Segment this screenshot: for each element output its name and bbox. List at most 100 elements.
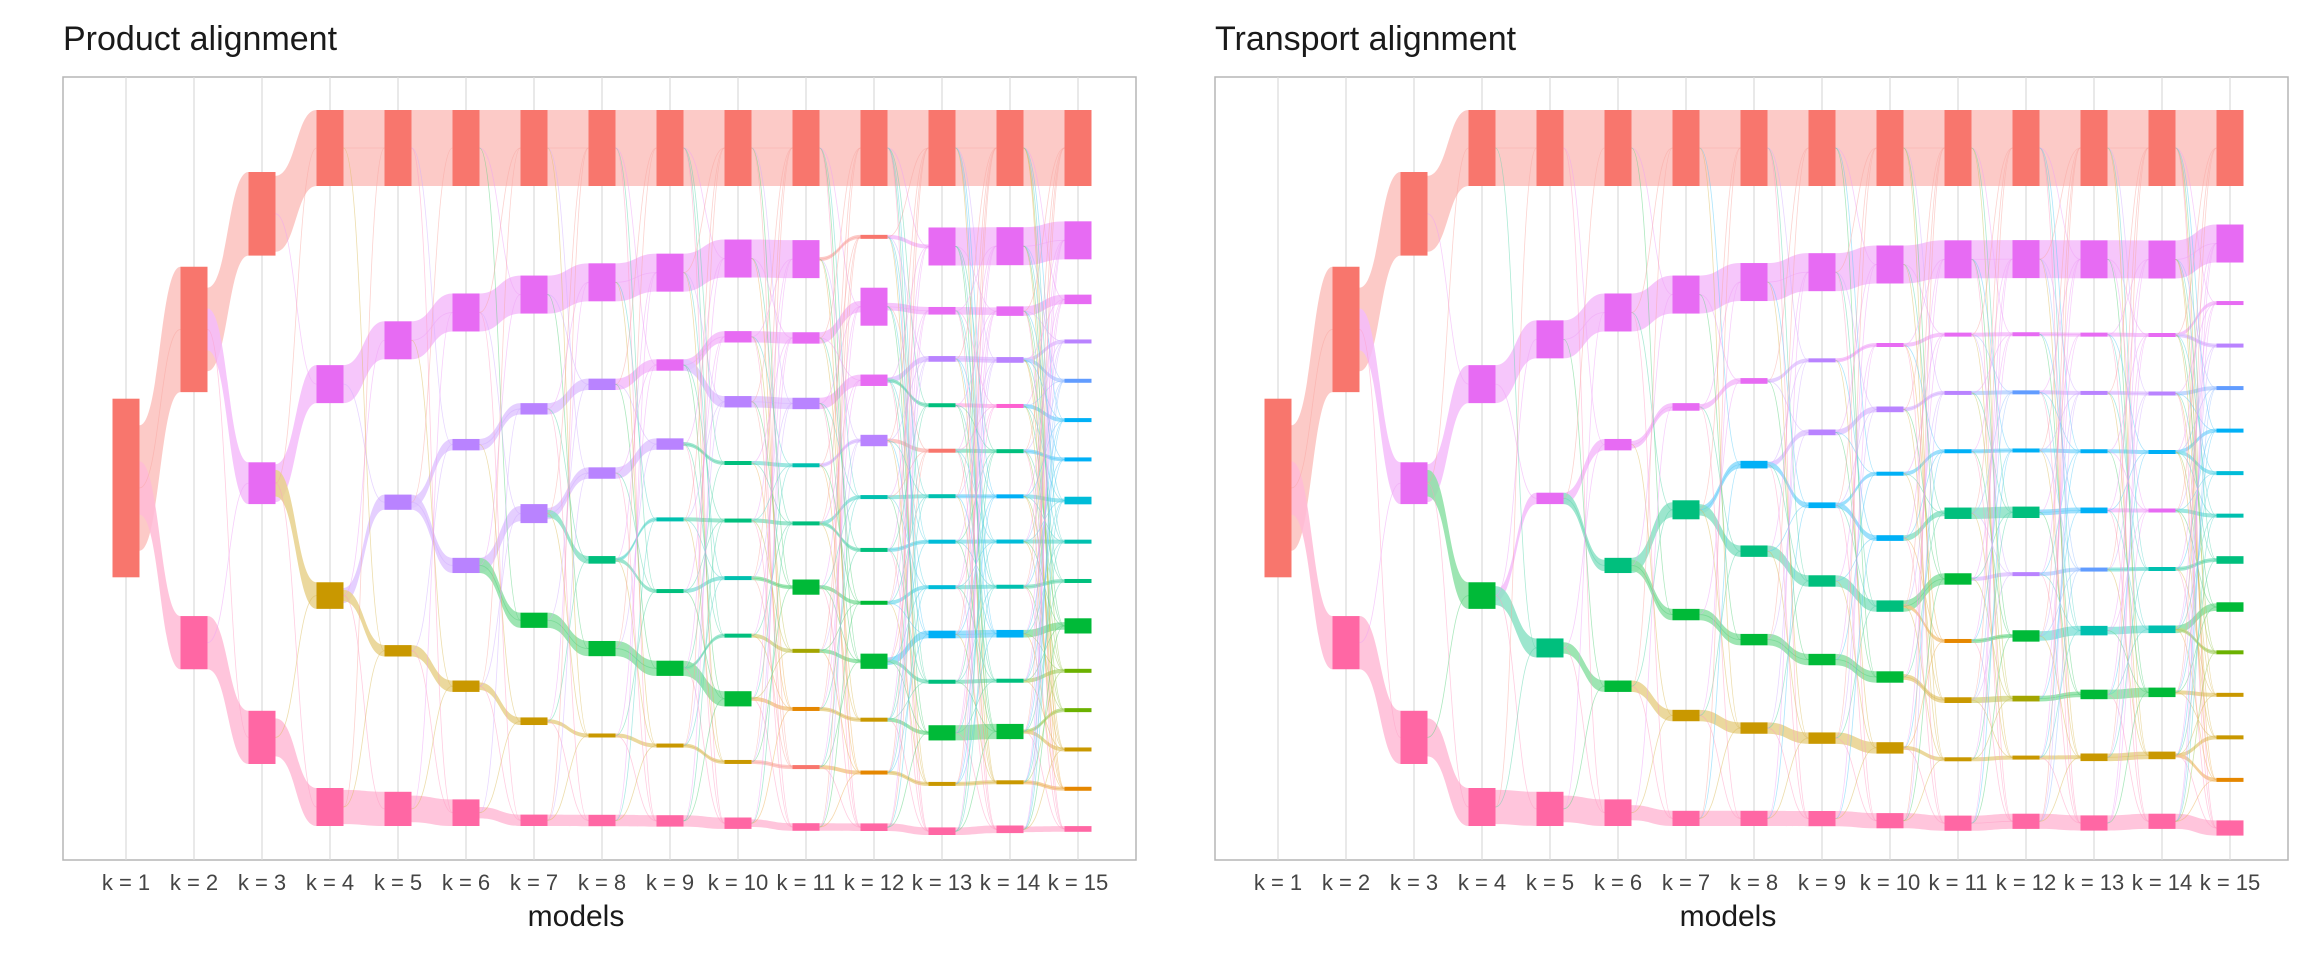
flow-link <box>2175 430 2217 756</box>
x-tick-label: k = 9 <box>646 870 694 895</box>
cluster-node <box>1944 697 1972 703</box>
flow-ribbon <box>1971 110 2013 186</box>
flow-link <box>547 408 589 821</box>
flow-link <box>955 147 997 497</box>
flow-link <box>2039 258 2081 758</box>
x-tick-label: k = 15 <box>1048 870 1109 895</box>
flow-link <box>683 462 725 669</box>
flow-link <box>1495 595 1537 810</box>
cluster-node <box>1468 110 1496 186</box>
cluster-node <box>2080 449 2108 454</box>
flow-ribbon <box>751 633 793 653</box>
flow-link <box>1903 334 1945 475</box>
flow-link <box>955 245 997 734</box>
cluster-node <box>384 321 412 360</box>
flow-link <box>2039 756 2081 822</box>
cluster-node <box>2080 567 2108 572</box>
flow-link <box>615 281 657 746</box>
flow-link <box>1699 294 1741 382</box>
cluster-node <box>452 438 480 451</box>
flow-link <box>1563 147 1605 499</box>
flow-link <box>343 147 385 808</box>
cluster-node <box>656 815 684 827</box>
cluster-node <box>1876 535 1904 541</box>
cluster-node <box>316 788 344 826</box>
flow-ribbon <box>2039 813 2081 831</box>
flow-link <box>887 586 929 662</box>
flow-ribbon <box>819 823 861 831</box>
cluster-node <box>792 648 820 653</box>
flow-link <box>2175 147 2217 304</box>
flow-ribbon <box>955 539 997 544</box>
flow-link <box>1023 586 1065 711</box>
flow-link <box>955 147 997 635</box>
cluster-node <box>2216 386 2244 391</box>
flow-ribbon <box>1767 110 1809 186</box>
flow-link <box>1631 294 1673 566</box>
flow-link <box>411 312 453 810</box>
flow-ribbon <box>819 765 861 775</box>
cluster-node <box>724 759 752 764</box>
flow-ribbon <box>819 585 861 605</box>
flow-ribbon <box>343 589 385 657</box>
flow-link <box>819 236 861 466</box>
flow-ribbon <box>547 378 589 415</box>
flow-link <box>1023 245 1065 382</box>
cluster-node <box>656 110 684 186</box>
flow-link <box>683 272 725 763</box>
flow-link <box>1903 147 1945 760</box>
flow-link <box>1971 635 2013 824</box>
flow-link <box>207 329 249 738</box>
x-tick-label: k = 11 <box>777 870 836 895</box>
cluster-node <box>452 557 480 574</box>
cluster-node <box>1876 245 1904 284</box>
cluster-node <box>2148 110 2176 186</box>
flow-ribbon <box>1631 680 1673 722</box>
flow-ribbon <box>1971 755 2013 762</box>
flow-link <box>343 650 385 808</box>
cluster-node <box>588 556 616 564</box>
cluster-node <box>2216 224 2244 263</box>
flow-link <box>1767 504 1809 552</box>
flow-link <box>1023 541 1065 750</box>
flow-ribbon <box>887 110 929 186</box>
x-tick-label: k = 5 <box>1526 870 1574 895</box>
cluster-node <box>1944 573 1972 585</box>
cluster-node <box>1672 810 1700 826</box>
flow-link <box>887 147 929 441</box>
flow-link <box>887 660 929 734</box>
flow-link <box>819 523 861 721</box>
flow-ribbon <box>1427 110 1469 252</box>
flow-ribbon <box>343 321 385 404</box>
flow-link <box>887 379 929 683</box>
flow-ribbon <box>955 448 997 454</box>
flow-link <box>887 236 929 497</box>
flow-link <box>2107 259 2149 511</box>
cluster-node <box>656 253 684 292</box>
flow-link <box>1699 147 1741 819</box>
cluster-node <box>724 691 752 707</box>
cluster-node <box>656 438 684 450</box>
cluster-node <box>520 814 548 826</box>
flow-ribbon <box>2107 625 2149 635</box>
cluster-node <box>928 227 956 266</box>
flow-link <box>683 147 725 464</box>
cluster-node <box>1064 578 1092 583</box>
flow-link <box>411 147 453 503</box>
flow-ribbon <box>955 227 997 266</box>
flow-link <box>1023 298 1065 497</box>
cluster-node <box>180 616 208 670</box>
flow-link <box>1835 264 1877 433</box>
flow-link <box>2175 568 2217 829</box>
x-tick-label: k = 9 <box>1798 870 1846 895</box>
flow-ribbon <box>343 789 385 826</box>
flow-link <box>411 650 453 814</box>
flow-link <box>887 147 929 604</box>
cluster-node <box>996 449 1024 454</box>
flow-link <box>1835 147 1877 739</box>
flow-link <box>479 312 521 821</box>
flow-link <box>2175 606 2217 693</box>
flow-link <box>479 147 521 621</box>
cluster-node <box>2080 815 2108 831</box>
cluster-node <box>1672 608 1700 621</box>
